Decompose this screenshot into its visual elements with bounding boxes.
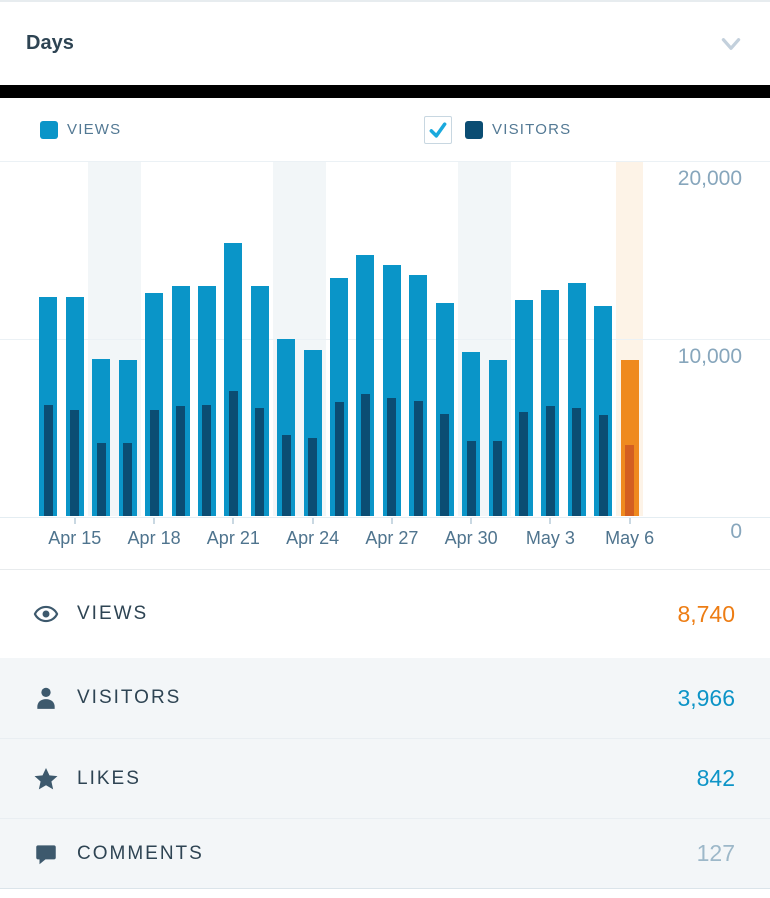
likes-value: 842	[696, 765, 735, 791]
x-axis-label: May 6	[605, 528, 655, 548]
views-value: 8,740	[677, 600, 735, 627]
stats-summary-list: VIEWS 8,740 VISITORS 3,966 LIKES 842 COM…	[0, 569, 770, 896]
x-tick	[311, 518, 314, 524]
comments-value: 127	[696, 840, 735, 866]
summary-row-visitors[interactable]: VISITORS 3,966	[0, 658, 770, 738]
visitors-bar[interactable]	[334, 402, 344, 516]
x-tick	[232, 518, 235, 524]
visitors-swatch	[465, 120, 483, 139]
visitors-bar[interactable]	[493, 441, 503, 516]
checkmark-icon	[429, 121, 447, 138]
period-selector[interactable]: Days	[0, 0, 770, 85]
visitors-checkbox[interactable]	[424, 115, 452, 144]
views-swatch	[40, 120, 58, 139]
x-axis-label: Apr 30	[444, 528, 498, 548]
visitors-bar[interactable]	[625, 445, 635, 516]
x-tick	[549, 518, 552, 524]
y-axis-label-10000: 10,000	[677, 345, 742, 368]
comment-icon	[36, 844, 56, 864]
views-label: VIEWS	[77, 603, 149, 624]
visitors-bar[interactable]	[545, 406, 555, 516]
x-tick	[390, 518, 393, 524]
visitors-bar[interactable]	[70, 410, 80, 516]
stats-chart-card: VIEWS VISITORS 20,000 10,000 0 Apr 15 Apr…	[0, 98, 770, 569]
legend-views-label: VIEWS	[67, 121, 122, 138]
visitors-bar[interactable]	[202, 405, 212, 516]
x-axis-label: Apr 24	[286, 528, 340, 548]
visitors-bar[interactable]	[572, 408, 582, 516]
visitors-bar[interactable]	[360, 394, 370, 516]
visitors-bar[interactable]	[387, 398, 397, 516]
x-tick	[470, 518, 473, 524]
x-axis: Apr 15 Apr 18 Apr 21 Apr 24 Apr 27 Apr 30 May …	[0, 518, 770, 569]
visitors-bar[interactable]	[96, 443, 106, 516]
x-axis-label: May 3	[525, 528, 575, 548]
visitors-label: VISITORS	[77, 687, 182, 708]
visitors-bar[interactable]	[228, 391, 238, 516]
likes-label: LIKES	[77, 767, 141, 789]
y-axis-label-20000: 20,000	[677, 167, 742, 190]
visitors-bar[interactable]	[149, 410, 159, 516]
comments-label: COMMENTS	[77, 842, 204, 864]
visitors-bar[interactable]	[281, 435, 291, 516]
legend-visitors: VISITORS	[424, 98, 571, 161]
visitors-bar[interactable]	[43, 405, 53, 516]
x-tick	[153, 518, 156, 524]
x-tick	[628, 518, 631, 524]
x-axis-label: Apr 15	[48, 528, 102, 548]
x-axis-label: Apr 18	[127, 528, 181, 548]
page-title: Days	[26, 32, 74, 54]
summary-row-comments[interactable]: COMMENTS 127	[0, 818, 770, 888]
chart-legend: VIEWS VISITORS	[0, 98, 770, 161]
summary-row-views[interactable]: VIEWS 8,740	[0, 570, 770, 658]
legend-visitors-label: VISITORS	[492, 121, 572, 138]
visitors-bar[interactable]	[255, 408, 265, 516]
visitors-bar[interactable]	[440, 414, 450, 516]
legend-views: VIEWS	[40, 120, 122, 139]
x-tick	[73, 518, 76, 524]
x-axis-label: Apr 21	[206, 528, 260, 548]
gridline-20000	[0, 161, 770, 162]
visitors-bar[interactable]	[413, 401, 423, 516]
visitors-bar[interactable]	[308, 438, 318, 516]
eye-icon	[33, 605, 59, 623]
y-axis-label-0: 0	[730, 520, 742, 543]
section-divider	[0, 85, 770, 98]
visitors-bar[interactable]	[123, 443, 133, 516]
visitors-bar[interactable]	[466, 441, 476, 516]
visitors-value: 3,966	[677, 684, 735, 711]
star-icon	[34, 767, 58, 789]
bar-chart-plot-area	[0, 161, 770, 518]
visitors-bar[interactable]	[519, 412, 529, 516]
summary-row-likes[interactable]: LIKES 842	[0, 738, 770, 818]
person-icon	[37, 687, 55, 709]
footer-strip	[0, 888, 770, 896]
visitors-bar[interactable]	[598, 415, 608, 516]
visitors-bar[interactable]	[176, 406, 185, 516]
chevron-down-icon[interactable]	[718, 31, 744, 57]
x-axis-label: Apr 27	[365, 528, 419, 548]
